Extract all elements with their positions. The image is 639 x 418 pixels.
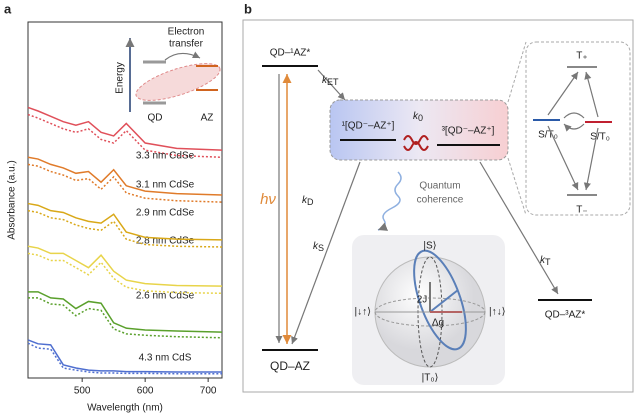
arrow [583, 127, 599, 191]
basis-label: |S⟩ [423, 241, 436, 252]
state: QD–³AZ* [545, 310, 586, 321]
rate-symbol: k [322, 75, 328, 86]
series-label: 4.3 nm CdS [139, 353, 192, 364]
rate-sub: ET [327, 77, 339, 87]
spectrum [28, 291, 223, 333]
bloch-label: Δg [432, 318, 444, 329]
photon: hν [260, 191, 276, 208]
arrow [547, 71, 579, 116]
transfer-ellipse [135, 63, 221, 101]
series-label: 2.9 nm CdSe [136, 208, 195, 219]
rate-sub: 0 [418, 113, 423, 123]
series-label: 2.6 nm CdSe [136, 291, 195, 302]
plot-frame [27, 21, 223, 379]
arrow [291, 161, 361, 345]
mixing-arrow [564, 112, 585, 129]
rate: kS [313, 241, 324, 254]
spectrum-dotted [28, 297, 223, 339]
spectrum-dotted [27, 252, 223, 295]
x-axis-label: Wavelength (nm) [87, 403, 163, 414]
coherence-label: Quantum [419, 181, 460, 192]
coherence-swirl [403, 135, 429, 151]
arrow [547, 125, 579, 191]
sublevel: S/T₀ [590, 132, 610, 143]
spectrum-dotted [27, 342, 222, 375]
spectrum [27, 245, 223, 287]
y-axis-label: Absorbance (a.u.) [7, 160, 18, 240]
state: ¹[QD⁻–AZ⁺] [342, 121, 395, 132]
x-tick-label: 500 [74, 386, 91, 397]
rate-symbol: k [302, 195, 308, 206]
inset: Energy Electron transfer QD AZ [115, 27, 221, 124]
rate: kT [540, 255, 551, 268]
state: QD–AZ [270, 359, 310, 373]
arrow [317, 69, 346, 101]
sublevel: T₊ [576, 51, 587, 62]
inset-text: AZ [201, 113, 214, 124]
precession [413, 249, 467, 351]
energy-label: Energy [115, 62, 126, 94]
x-tick-label: 700 [200, 386, 217, 397]
rate-symbol: k [413, 111, 419, 122]
zoom-line [507, 41, 527, 103]
spectrum [27, 156, 223, 196]
rate-sub: T [545, 257, 551, 267]
sublevel-box [525, 41, 631, 216]
inset-text: QD [148, 113, 163, 124]
zoom-line [507, 157, 527, 216]
state: QD–¹AZ* [270, 48, 311, 59]
basis-label: |T₀⟩ [422, 373, 439, 384]
spectrum [27, 106, 223, 151]
x-tick-label: 600 [137, 386, 154, 397]
rate-symbol: k [313, 241, 319, 252]
transfer-arrow [164, 51, 201, 61]
inset-text: Electron [168, 27, 205, 38]
sublevel: T₋ [576, 205, 587, 216]
spectrum [27, 339, 222, 373]
arrow [479, 161, 559, 295]
rate: kD [302, 195, 314, 208]
bloch-label: 2J [417, 295, 428, 306]
sublevel: S/T₀ [538, 130, 558, 141]
series-label: 3.1 nm CdSe [136, 180, 195, 191]
panel-frame [242, 19, 634, 393]
basis-label: |↑↓⟩ [489, 307, 506, 318]
spectrum [27, 202, 223, 241]
series-label: 3.3 nm CdSe [136, 151, 195, 162]
panel-label: a [4, 1, 12, 16]
rate-sub: S [318, 243, 324, 253]
rate: kET [322, 75, 339, 88]
coherence-label: coherence [417, 195, 464, 206]
spectrum-dotted [27, 113, 223, 159]
state: ³[QD⁻–AZ⁺] [442, 126, 495, 137]
inset-text: transfer [169, 39, 204, 50]
rate-sub: D [307, 197, 314, 207]
spectrum-dotted [27, 163, 223, 203]
spectrum-dotted [27, 209, 223, 248]
basis-label: |↓↑⟩ [355, 307, 372, 318]
rate-symbol: k [540, 255, 546, 266]
vector [429, 289, 459, 313]
diagram: QD–¹AZ* QD–AZ QD–³AZ* hν kD kET ¹[QD⁻–AZ… [242, 19, 634, 393]
panel-label: b [244, 1, 252, 16]
spectra-chart: Wavelength (nm) Absorbance (a.u.) 500 600… [7, 21, 223, 414]
series-label: 2.8 nm CdSe [136, 236, 195, 247]
rate: k0 [413, 111, 423, 124]
coherence-arrow [377, 171, 402, 231]
arrow [584, 71, 599, 118]
